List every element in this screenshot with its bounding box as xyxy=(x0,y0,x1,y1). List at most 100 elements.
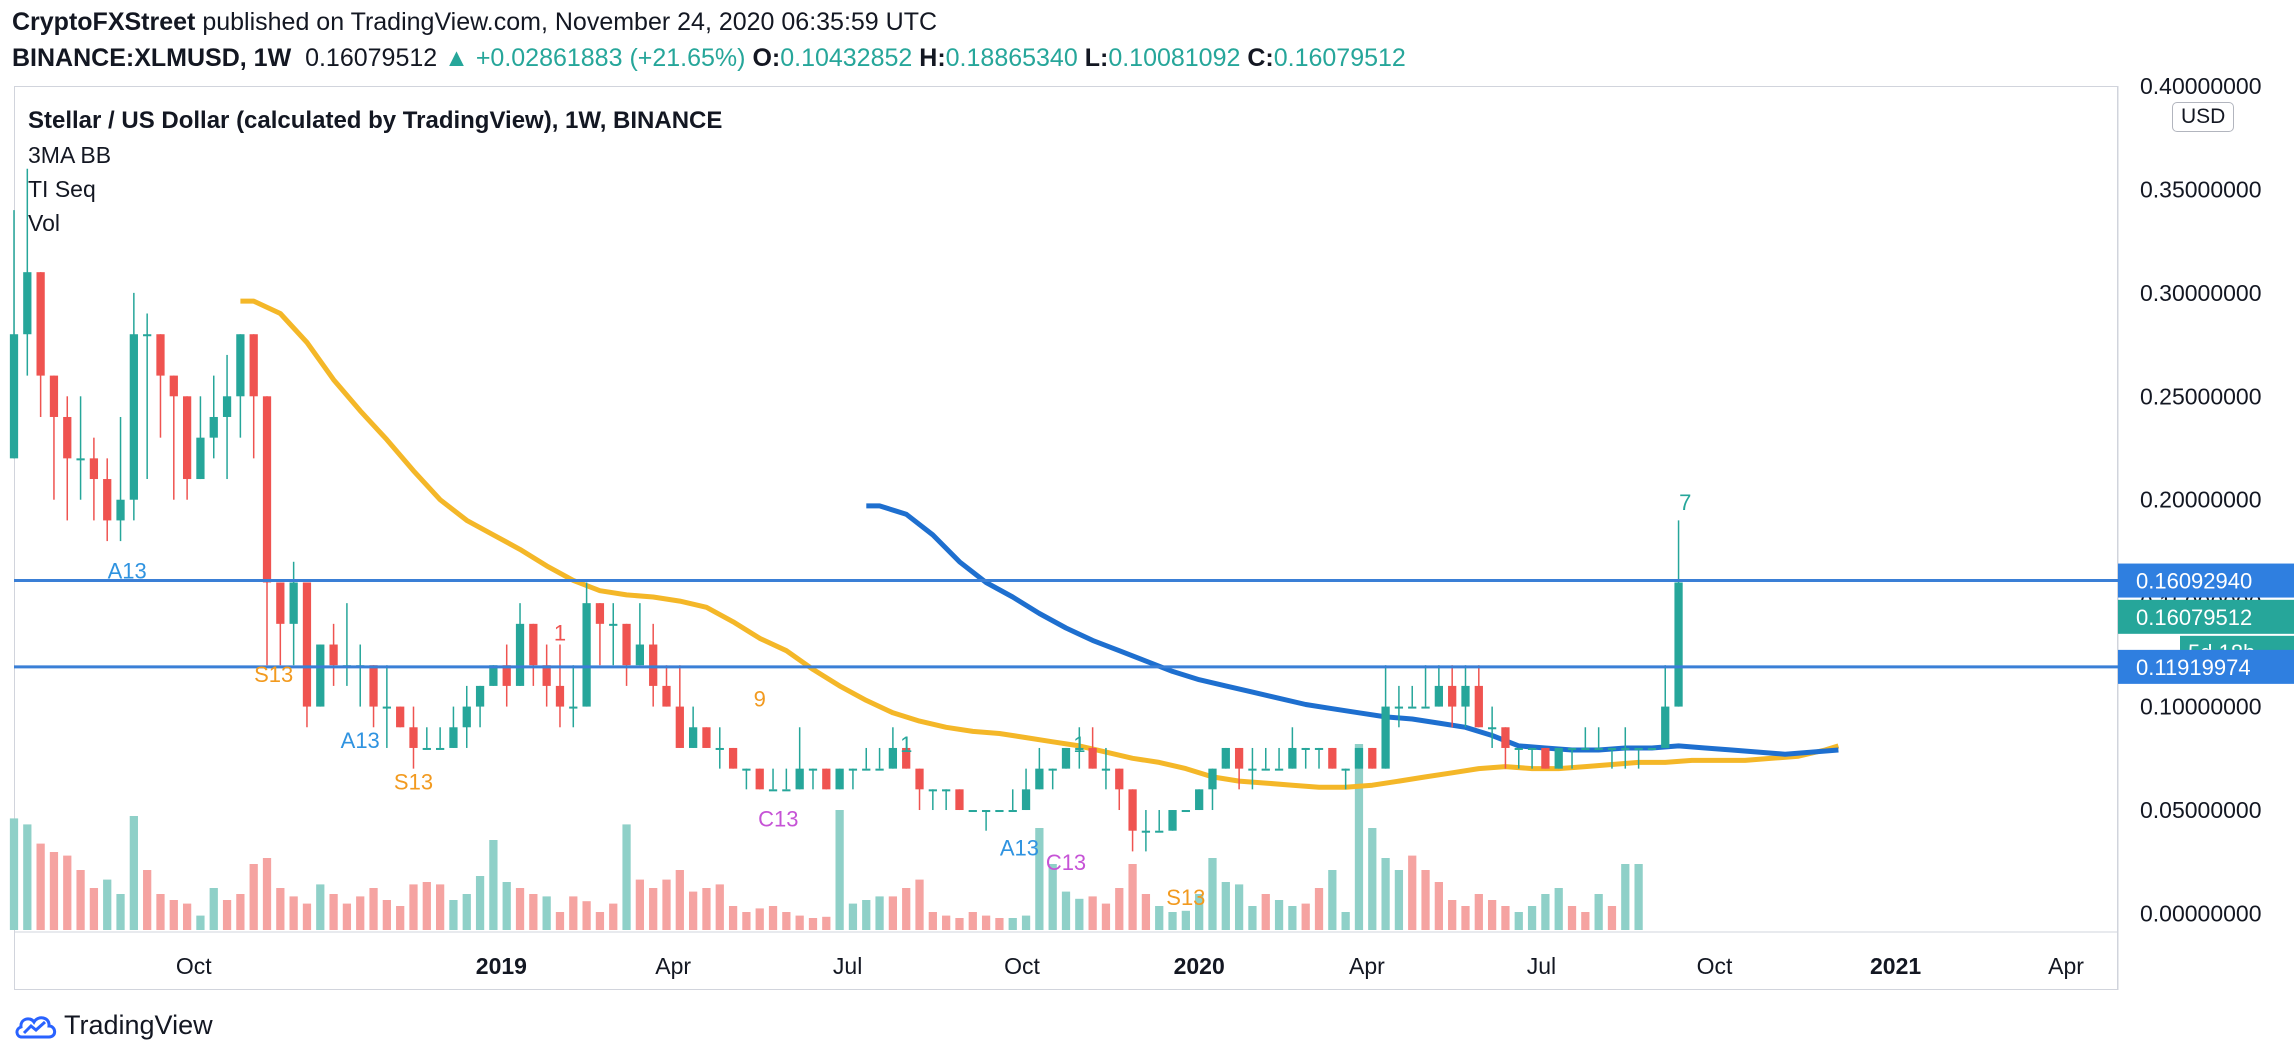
candle-body xyxy=(1487,727,1497,730)
y-tick-label: 0.05000000 xyxy=(2140,797,2262,823)
legend-title[interactable]: Stellar / US Dollar (calculated by Tradi… xyxy=(28,107,723,134)
moving-average-yellow xyxy=(240,298,1840,790)
volume-bar xyxy=(822,916,831,930)
candle-body xyxy=(609,623,618,626)
candle-body xyxy=(23,272,32,335)
candle-body xyxy=(915,768,924,790)
candle-body xyxy=(236,334,245,397)
volume-bar xyxy=(515,888,525,930)
volume-bar xyxy=(649,888,658,930)
volume-bar xyxy=(635,879,645,930)
y-tick-label: 0.40000000 xyxy=(2140,73,2262,99)
volume-bar xyxy=(276,888,285,930)
high-label: H: xyxy=(919,44,946,72)
volume-bar xyxy=(1195,894,1204,930)
candle-body xyxy=(1101,768,1111,771)
candle-body xyxy=(1141,830,1151,833)
open-value: 0.10432852 xyxy=(780,44,913,72)
volume-bar xyxy=(489,840,498,930)
annotation-layer: A13 S13 A13 S13 1 9 C13 1 A13 1 C13 S13 7 xyxy=(108,490,1692,910)
candle-body xyxy=(662,685,671,707)
currency-button[interactable]: USD xyxy=(2172,102,2235,132)
volume-bar xyxy=(156,894,165,930)
volume-bar xyxy=(582,901,591,930)
volume-bar xyxy=(1368,828,1377,930)
volume-bar xyxy=(49,852,59,930)
volume-bar xyxy=(462,894,471,930)
volume-bar xyxy=(316,884,325,930)
volume-bar xyxy=(222,900,232,930)
x-tick-label: Oct xyxy=(176,953,212,979)
volume-bar xyxy=(129,816,138,930)
candle-body xyxy=(795,768,804,790)
volume-bar xyxy=(1048,864,1057,930)
candle-body xyxy=(143,334,152,337)
hline-price-label: 0.16092940 xyxy=(2136,569,2252,594)
candle-body xyxy=(276,582,285,624)
candle-body xyxy=(1261,768,1270,771)
volume-bar xyxy=(1234,884,1244,930)
volume-bar xyxy=(1221,882,1230,930)
last-price: 0.16079512 xyxy=(305,44,438,72)
legend-item-bb[interactable]: 3MA BB xyxy=(28,142,112,168)
volume-bar xyxy=(1075,898,1084,930)
volume-bar xyxy=(169,900,178,930)
candle-body xyxy=(782,789,791,792)
volume-bar xyxy=(302,903,312,930)
volume-bar xyxy=(689,891,698,930)
candle-body xyxy=(1408,706,1417,709)
volume-bar xyxy=(1061,891,1071,930)
candle-body xyxy=(196,437,205,480)
candle-body xyxy=(1647,747,1657,750)
volume-bar xyxy=(1155,906,1164,930)
candle-body xyxy=(502,665,511,686)
volume-bar xyxy=(396,906,405,930)
x-tick-label: Oct xyxy=(1697,953,1733,979)
candle-body xyxy=(728,747,738,769)
volume-bar xyxy=(675,870,684,930)
volume-bar xyxy=(9,818,19,930)
candle-body xyxy=(1368,747,1377,769)
candle-body xyxy=(1035,768,1044,790)
candle-body xyxy=(555,685,565,707)
candle-body xyxy=(1354,747,1364,769)
tradingview-logo[interactable]: TradingView xyxy=(14,1010,213,1041)
volume-bar xyxy=(1474,894,1483,930)
candle-body xyxy=(755,768,764,790)
candle-body xyxy=(1634,747,1643,750)
hline-price-label-bg xyxy=(2118,563,2294,598)
candle-body xyxy=(289,582,298,624)
volume-bar xyxy=(89,888,99,930)
x-tick-label: 2020 xyxy=(1174,953,1225,979)
sequential-annotation: 7 xyxy=(1679,490,1691,515)
candle-body xyxy=(1541,747,1550,769)
legend-item-vol[interactable]: Vol xyxy=(28,210,60,236)
candle-body xyxy=(489,665,498,686)
hline-price-label: 0.11919974 xyxy=(2136,655,2251,680)
author-name[interactable]: CryptoFXStreet xyxy=(12,8,196,36)
ohlc-line: BINANCE:XLMUSD, 1W 0.16079512 ▲ +0.02861… xyxy=(12,44,1406,73)
volume-bar xyxy=(116,894,125,930)
volume-bar xyxy=(955,918,964,930)
hline-price-label-bg xyxy=(2118,649,2294,684)
volume-bar xyxy=(888,896,898,930)
y-tick-label: 0.20000000 xyxy=(2140,487,2262,513)
legend-item-seq[interactable]: TI Seq xyxy=(28,176,96,202)
volume-bar xyxy=(369,888,378,930)
volume-bar xyxy=(862,900,871,930)
volume-bar xyxy=(622,824,631,930)
volume-bar xyxy=(329,894,338,930)
candle-body xyxy=(1474,685,1483,728)
candle-body xyxy=(1461,685,1470,707)
candle-body xyxy=(928,789,937,792)
volume-bar xyxy=(1421,870,1430,930)
volume-bar xyxy=(289,896,298,930)
volume-bar xyxy=(76,870,85,930)
candle-body xyxy=(529,623,538,666)
candle-body xyxy=(835,768,844,790)
candle-body xyxy=(1248,768,1257,771)
sequential-annotation: A13 xyxy=(341,728,380,753)
volume-bar xyxy=(1208,858,1217,930)
volume-bar xyxy=(342,903,352,930)
